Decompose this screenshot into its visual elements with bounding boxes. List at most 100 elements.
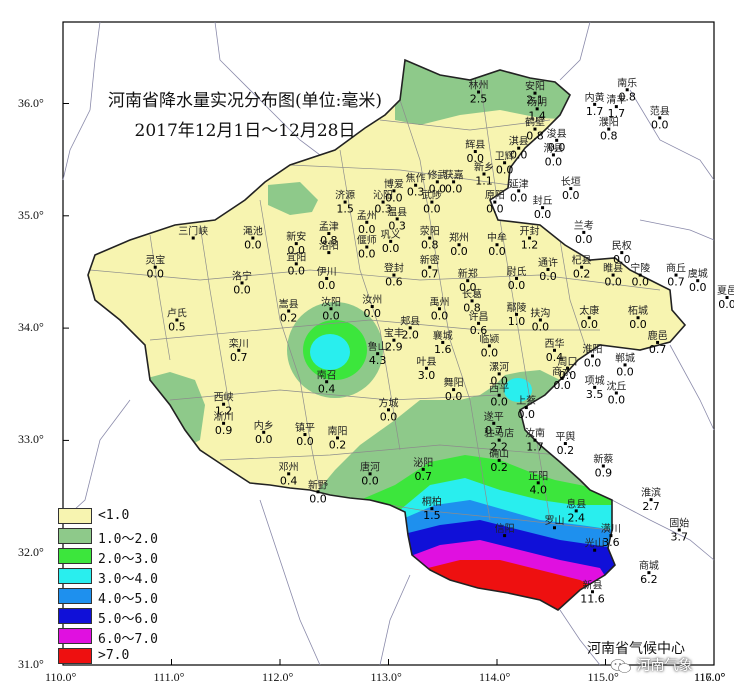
- station-name: 伊川: [317, 266, 337, 278]
- station: 宁陵0.0: [630, 262, 650, 289]
- station-name: 济源: [335, 189, 355, 202]
- station: 上蔡0.0: [516, 394, 536, 421]
- station-marker: [528, 236, 532, 240]
- station-value: 11.6: [580, 592, 605, 605]
- station-marker: [620, 251, 624, 255]
- station-value: 0.0: [629, 318, 647, 331]
- station-name: 商城: [639, 559, 659, 572]
- station-value: 2.7: [642, 500, 660, 513]
- station-name: 正阳: [528, 470, 548, 482]
- latitude-label: 32.0°: [18, 544, 44, 559]
- station-marker: [590, 354, 594, 358]
- station-name: 灵宝: [145, 254, 165, 267]
- station-value: 3.0: [418, 369, 436, 382]
- station-value: 0.0: [545, 155, 563, 168]
- station-marker: [477, 90, 481, 94]
- station-value: 1.2: [215, 405, 233, 418]
- station-value: 0.0: [431, 309, 449, 322]
- station-value: 0.0: [296, 435, 314, 448]
- station: 孟州0.0: [357, 210, 377, 236]
- station-value: 0.7: [485, 424, 503, 437]
- station: 卫辉0.0: [495, 150, 515, 176]
- station: 栾川0.7: [229, 337, 249, 364]
- station-value: 2.9: [385, 341, 403, 354]
- station-name: 新乡: [474, 160, 494, 173]
- station: 汤阴1.4: [527, 95, 547, 122]
- station-name: 西平: [489, 384, 509, 395]
- station: 获嘉0.0: [444, 168, 464, 195]
- station-name: 内黄: [585, 91, 605, 104]
- station-name: 驻马店: [484, 427, 514, 440]
- station: 邓州0.4: [279, 461, 299, 487]
- station-value: 3.6: [602, 536, 620, 549]
- station: 镇平0.0: [295, 421, 315, 448]
- station-marker: [538, 318, 542, 322]
- station: 汝南1.7: [525, 427, 545, 454]
- station-name: 焦作: [406, 172, 426, 185]
- station-marker: [497, 438, 501, 442]
- station-value: 0.4: [318, 382, 336, 395]
- longitude-label: 112.0°: [262, 670, 294, 684]
- station: 三门峡: [178, 225, 208, 240]
- station-marker: [287, 472, 291, 476]
- station-value: 1.0: [508, 315, 526, 328]
- station-marker: [524, 406, 528, 410]
- legend-item: 3.0～4.0: [58, 566, 178, 587]
- station-value: 0.0: [604, 276, 622, 289]
- station-value: 0.0: [429, 182, 447, 195]
- station: 灵宝0.0: [145, 254, 165, 281]
- station-marker: [623, 363, 627, 367]
- station-marker: [392, 273, 396, 277]
- legend-item: <1.0: [58, 506, 178, 526]
- station-name: 尉氏: [507, 265, 527, 278]
- station-name: 邓州: [279, 461, 299, 473]
- station-value: 0.2: [557, 444, 575, 457]
- station-marker: [587, 316, 591, 320]
- station-name: 荥阳: [420, 225, 440, 238]
- station-marker: [638, 273, 642, 277]
- station-marker: [517, 146, 521, 150]
- station: 偃师0.0: [357, 233, 377, 260]
- station-marker: [515, 276, 519, 280]
- station: 延津0.0: [509, 178, 529, 204]
- station-value: 0.9: [595, 466, 613, 479]
- station-marker: [441, 340, 445, 344]
- longitude-label: 114.0°: [479, 670, 511, 684]
- station-value: 1.4: [528, 109, 546, 122]
- wechat-icon: [610, 659, 631, 673]
- station-marker: [262, 430, 266, 434]
- station-value: 0.0: [488, 245, 506, 258]
- station: 太康0.0: [579, 304, 599, 331]
- station-marker: [725, 296, 729, 300]
- station: 新郑0.0: [458, 267, 478, 294]
- station-name: 巩义: [381, 229, 401, 241]
- station: 淇县0.0: [509, 136, 529, 162]
- station-marker: [392, 189, 396, 193]
- station-marker: [582, 230, 586, 234]
- station-value: 0.0: [288, 264, 306, 277]
- station-marker: [492, 421, 496, 425]
- station-marker: [515, 312, 519, 316]
- station-marker: [473, 150, 477, 154]
- station-value: 0.0: [318, 279, 336, 292]
- station: 汝阳0.0: [321, 295, 341, 322]
- station-value: 0.0: [358, 223, 376, 236]
- station: 睢县0.0: [603, 262, 623, 289]
- station-name: 新野: [308, 478, 328, 491]
- station-value: 0.8: [421, 239, 439, 252]
- station-marker: [553, 526, 557, 530]
- station: 息县2.4: [566, 497, 586, 524]
- station: 范县0.0: [650, 104, 670, 131]
- station-name: 滑县: [543, 142, 563, 154]
- station-name: 夏邑: [717, 285, 734, 297]
- station-marker: [240, 281, 244, 285]
- station-value: 0.0: [467, 152, 485, 165]
- station-name: 信阳: [495, 523, 515, 535]
- station-marker: [677, 528, 681, 532]
- station-name: 商水: [552, 365, 572, 378]
- station-name: 固始: [669, 516, 689, 529]
- station-value: 0.7: [421, 268, 439, 281]
- station-marker: [365, 245, 369, 249]
